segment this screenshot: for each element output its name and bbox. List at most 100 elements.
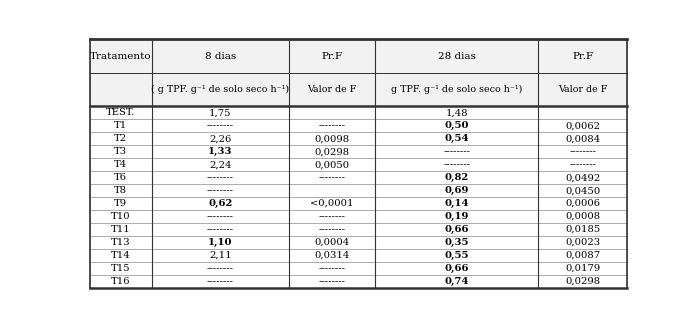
Bar bbox=[538, 158, 627, 171]
Bar bbox=[151, 40, 289, 73]
Bar bbox=[151, 236, 289, 249]
Bar bbox=[538, 262, 627, 275]
Text: 0,0298: 0,0298 bbox=[314, 147, 349, 156]
Bar bbox=[289, 171, 375, 184]
Text: 1,48: 1,48 bbox=[445, 109, 468, 117]
Text: <0,0001: <0,0001 bbox=[310, 199, 353, 208]
Bar bbox=[151, 120, 289, 133]
Bar bbox=[289, 210, 375, 223]
Text: 0,82: 0,82 bbox=[445, 173, 468, 182]
Bar bbox=[289, 40, 375, 73]
Bar bbox=[90, 197, 151, 210]
Bar bbox=[289, 120, 375, 133]
Bar bbox=[375, 73, 538, 107]
Text: --------: -------- bbox=[207, 173, 234, 182]
Text: --------: -------- bbox=[443, 160, 470, 169]
Bar bbox=[151, 197, 289, 210]
Text: Valor de F: Valor de F bbox=[558, 85, 607, 94]
Text: --------: -------- bbox=[207, 186, 234, 195]
Bar bbox=[289, 184, 375, 197]
Bar bbox=[151, 275, 289, 288]
Text: 2,24: 2,24 bbox=[209, 160, 232, 169]
Bar bbox=[538, 40, 627, 73]
Bar bbox=[375, 184, 538, 197]
Bar bbox=[375, 275, 538, 288]
Text: 1,75: 1,75 bbox=[209, 109, 232, 117]
Bar bbox=[375, 107, 538, 120]
Bar bbox=[375, 236, 538, 249]
Bar bbox=[538, 171, 627, 184]
Text: 0,66: 0,66 bbox=[445, 264, 469, 273]
Bar bbox=[538, 197, 627, 210]
Bar bbox=[289, 249, 375, 262]
Text: 0,62: 0,62 bbox=[208, 199, 232, 208]
Bar bbox=[375, 120, 538, 133]
Bar bbox=[375, 249, 538, 262]
Bar bbox=[90, 210, 151, 223]
Text: --------: -------- bbox=[207, 212, 234, 221]
Bar bbox=[90, 133, 151, 145]
Text: 0,0023: 0,0023 bbox=[565, 238, 600, 247]
Text: 28 dias: 28 dias bbox=[438, 52, 475, 61]
Text: T9: T9 bbox=[114, 199, 128, 208]
Text: 0,0450: 0,0450 bbox=[565, 186, 600, 195]
Bar bbox=[375, 171, 538, 184]
Text: 0,0062: 0,0062 bbox=[565, 122, 600, 130]
Bar bbox=[90, 120, 151, 133]
Text: --------: -------- bbox=[318, 212, 346, 221]
Bar bbox=[151, 210, 289, 223]
Bar bbox=[151, 171, 289, 184]
Bar bbox=[538, 145, 627, 158]
Bar bbox=[90, 236, 151, 249]
Text: 0,0185: 0,0185 bbox=[565, 225, 600, 234]
Text: 0,0098: 0,0098 bbox=[314, 134, 349, 143]
Bar bbox=[538, 236, 627, 249]
Text: 0,0298: 0,0298 bbox=[565, 277, 600, 286]
Text: 1,33: 1,33 bbox=[208, 147, 232, 156]
Bar bbox=[289, 223, 375, 236]
Text: 0,54: 0,54 bbox=[445, 134, 469, 143]
Text: --------: -------- bbox=[570, 160, 596, 169]
Text: T14: T14 bbox=[111, 251, 131, 260]
Bar bbox=[90, 262, 151, 275]
Bar bbox=[151, 158, 289, 171]
Bar bbox=[375, 210, 538, 223]
Text: 0,74: 0,74 bbox=[445, 277, 469, 286]
Bar bbox=[90, 40, 151, 73]
Text: 0,0008: 0,0008 bbox=[565, 212, 600, 221]
Bar bbox=[289, 197, 375, 210]
Text: Pr.F: Pr.F bbox=[572, 52, 593, 61]
Text: T10: T10 bbox=[111, 212, 131, 221]
Text: --------: -------- bbox=[318, 173, 346, 182]
Text: T3: T3 bbox=[114, 147, 128, 156]
Text: 0,14: 0,14 bbox=[445, 199, 469, 208]
Bar bbox=[538, 210, 627, 223]
Text: --------: -------- bbox=[207, 122, 234, 130]
Bar bbox=[538, 223, 627, 236]
Text: --------: -------- bbox=[318, 122, 346, 130]
Bar bbox=[90, 171, 151, 184]
Text: 2,26: 2,26 bbox=[209, 134, 231, 143]
Text: 0,0492: 0,0492 bbox=[565, 173, 600, 182]
Bar bbox=[151, 107, 289, 120]
Text: 0,0087: 0,0087 bbox=[565, 251, 600, 260]
Text: TEST.: TEST. bbox=[106, 109, 135, 117]
Text: ( g TPF. g⁻¹ de solo seco h⁻¹): ( g TPF. g⁻¹ de solo seco h⁻¹) bbox=[151, 85, 289, 94]
Bar bbox=[90, 184, 151, 197]
Bar bbox=[90, 158, 151, 171]
Text: --------: -------- bbox=[318, 277, 346, 286]
Text: 0,55: 0,55 bbox=[445, 251, 469, 260]
Bar bbox=[538, 275, 627, 288]
Text: 0,19: 0,19 bbox=[445, 212, 469, 221]
Text: --------: -------- bbox=[207, 277, 234, 286]
Bar bbox=[151, 133, 289, 145]
Bar bbox=[90, 107, 151, 120]
Text: T15: T15 bbox=[111, 264, 131, 273]
Text: 8 dias: 8 dias bbox=[205, 52, 236, 61]
Text: 0,66: 0,66 bbox=[445, 225, 469, 234]
Text: 0,50: 0,50 bbox=[445, 122, 469, 131]
Text: Pr.F: Pr.F bbox=[321, 52, 342, 61]
Text: Valor de F: Valor de F bbox=[307, 85, 357, 94]
Bar bbox=[151, 262, 289, 275]
Text: --------: -------- bbox=[318, 264, 346, 273]
